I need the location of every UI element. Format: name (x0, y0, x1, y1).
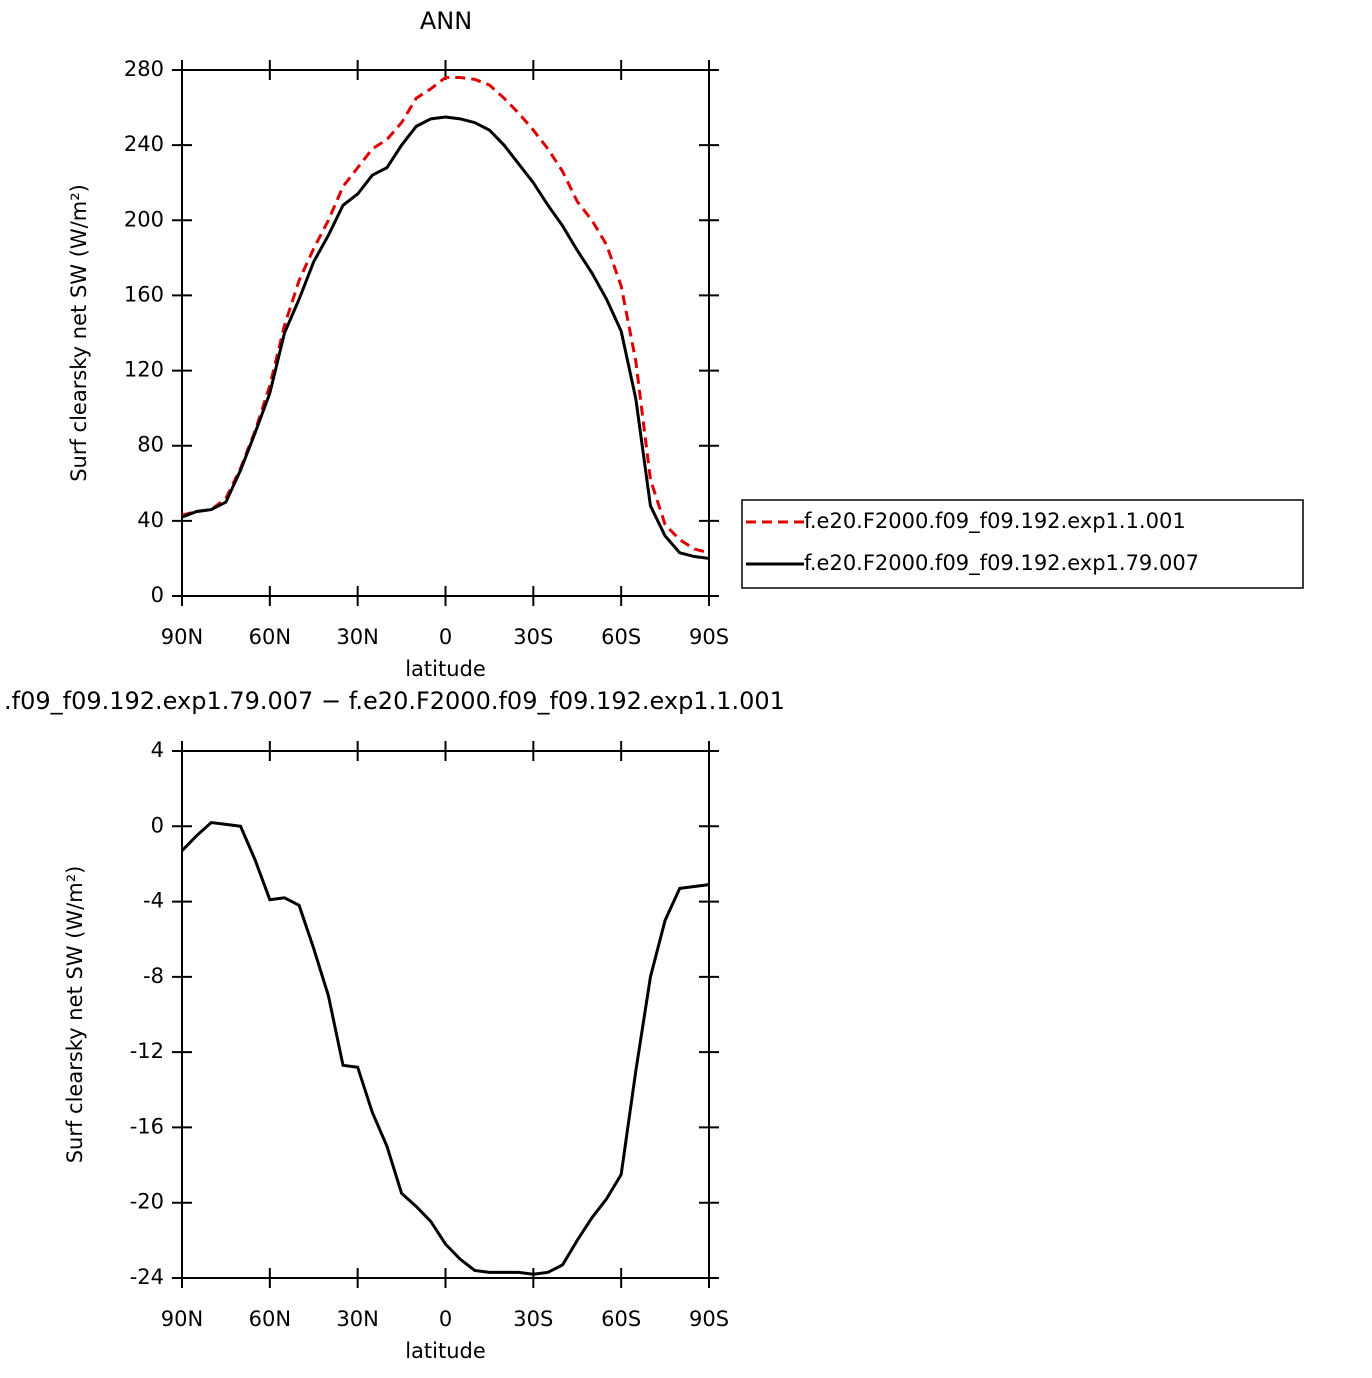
y-tick-label: 0 (151, 583, 164, 607)
x-tick-label: 90S (689, 625, 729, 649)
x-tick-label: 90N (161, 625, 203, 649)
y-tick-label: -8 (143, 964, 164, 988)
y-tick-label: -20 (130, 1190, 164, 1214)
y-tick-label: 40 (137, 508, 164, 532)
y-tick-label: 4 (151, 738, 164, 762)
y-tick-label: 0 (151, 813, 164, 837)
y-axis-label: Surf clearsky net SW (W/m²) (63, 866, 87, 1164)
y-axis-label: Surf clearsky net SW (W/m²) (67, 184, 91, 482)
chart-title: .f09_f09.192.exp1.79.007 − f.e20.F2000.f… (4, 687, 785, 715)
y-tick-label: -4 (143, 889, 164, 913)
x-tick-label: 60N (249, 1307, 291, 1331)
x-axis-label: latitude (405, 657, 486, 681)
chart-title: ANN (420, 7, 472, 35)
series-line (181, 115, 710, 560)
y-tick-label: -16 (130, 1114, 164, 1138)
x-tick-label: 30S (513, 1307, 553, 1331)
legend-box (741, 499, 1304, 589)
y-tick-label: 120 (124, 358, 164, 382)
x-tick-label: 30N (336, 625, 378, 649)
series-line (181, 76, 710, 555)
y-tick-label: 80 (137, 433, 164, 457)
legend-label: f.e20.F2000.f09_f09.192.exp1.1.001 (804, 509, 1186, 534)
y-tick-label: 240 (124, 132, 164, 156)
x-tick-label: 90S (689, 1307, 729, 1331)
y-tick-label: 200 (124, 207, 164, 231)
y-tick-label: 280 (124, 57, 164, 81)
x-tick-label: 0 (439, 625, 452, 649)
x-tick-label: 30N (336, 1307, 378, 1331)
x-tick-label: 60N (249, 625, 291, 649)
legend-label: f.e20.F2000.f09_f09.192.exp1.79.007 (804, 551, 1199, 576)
y-tick-label: -24 (130, 1265, 164, 1289)
series-line (180, 820, 710, 1276)
x-tick-label: 0 (439, 1307, 452, 1331)
x-tick-label: 60S (601, 1307, 641, 1331)
y-tick-label: 160 (124, 282, 164, 306)
x-tick-label: 30S (513, 625, 553, 649)
x-tick-label: 90N (161, 1307, 203, 1331)
x-axis-label: latitude (405, 1339, 486, 1363)
y-tick-label: -12 (130, 1039, 164, 1063)
x-tick-label: 60S (601, 625, 641, 649)
plot-frame (181, 750, 710, 1279)
